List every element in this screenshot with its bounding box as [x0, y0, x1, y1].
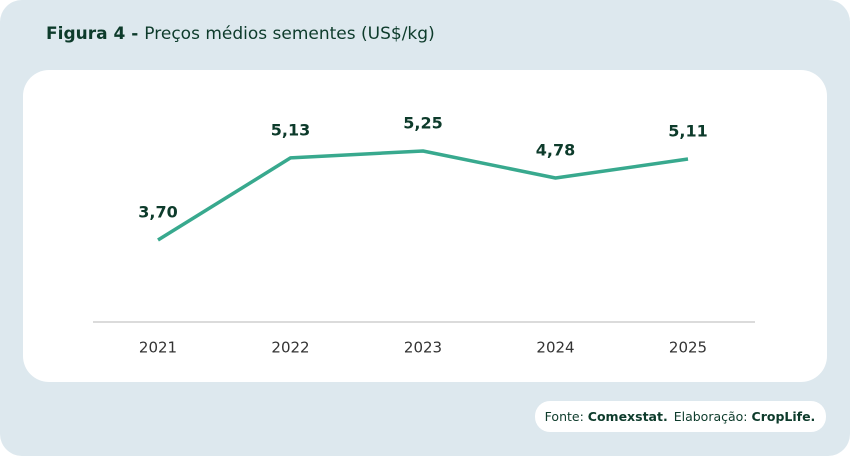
value-label: 5,25	[403, 114, 442, 133]
x-tick-label: 2023	[404, 339, 442, 357]
credit-label: Elaboração:	[674, 409, 748, 424]
credit-name: CropLife.	[752, 409, 816, 424]
value-label: 5,13	[271, 120, 310, 139]
source: Fonte: Comexstat. Elaboração: CropLife.	[545, 409, 816, 424]
x-tick-label: 2021	[139, 339, 177, 357]
source-name: Comexstat.	[588, 409, 668, 424]
value-label: 3,70	[138, 203, 177, 222]
title-text: Preços médios sementes (US$/kg)	[144, 24, 434, 44]
title-label: Figura 4 -	[46, 24, 138, 44]
x-tick-label: 2025	[669, 339, 707, 357]
data-line	[157, 149, 689, 242]
plot-card	[23, 70, 827, 382]
value-label: 4,78	[536, 140, 575, 159]
x-tick-label: 2022	[271, 339, 309, 357]
source-label: Fonte:	[545, 409, 584, 424]
chart-title: Figura 4 - Preços médios sementes (US$/kg…	[46, 24, 435, 44]
value-label: 5,11	[668, 122, 707, 141]
x-tick-label: 2024	[536, 339, 574, 357]
source-pill	[535, 401, 826, 432]
